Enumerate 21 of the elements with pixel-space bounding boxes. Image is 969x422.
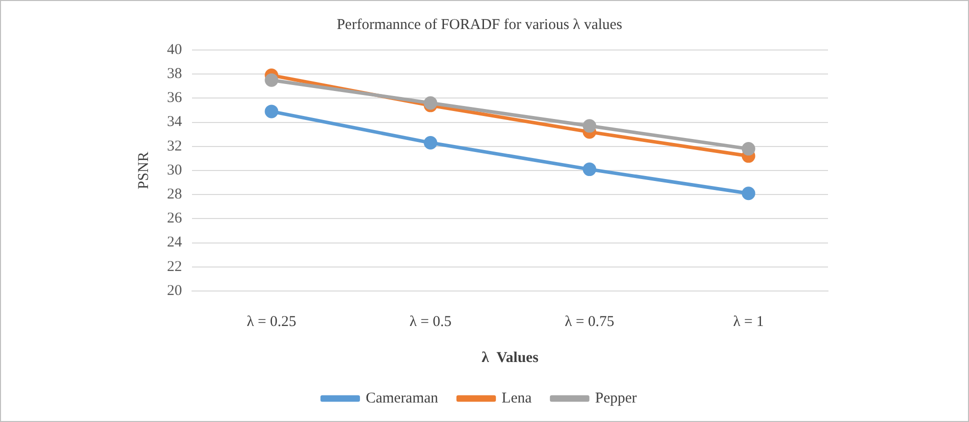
- chart-title: Performannce of FORADF for various λ values: [336, 16, 622, 33]
- legend-label: Lena: [502, 390, 532, 406]
- y-tick-label: 30: [167, 162, 182, 178]
- y-tick-label: 24: [167, 234, 182, 251]
- x-tick-label: λ = 1: [733, 314, 764, 330]
- y-tick-label: 28: [167, 186, 182, 203]
- x-axis-title: λ Values: [482, 350, 539, 366]
- y-tick-label: 38: [167, 66, 182, 82]
- y-axis-title: PSNR: [136, 152, 152, 190]
- legend-label: Cameraman: [366, 390, 439, 406]
- x-tick-label: λ = 0.75: [564, 314, 614, 330]
- y-tick-label: 26: [167, 210, 182, 227]
- y-tick-label: 34: [167, 114, 182, 130]
- y-tick-label: 22: [167, 258, 182, 275]
- x-tick-label: λ = 0.25: [246, 314, 296, 330]
- y-tick-label: 36: [167, 90, 182, 106]
- y-tick-label: 20: [167, 282, 182, 299]
- y-tick-label: 32: [167, 138, 182, 154]
- x-tick-label: λ = 0.5: [410, 314, 452, 330]
- y-tick-label: 40: [167, 42, 182, 58]
- legend-label: Pepper: [595, 390, 637, 406]
